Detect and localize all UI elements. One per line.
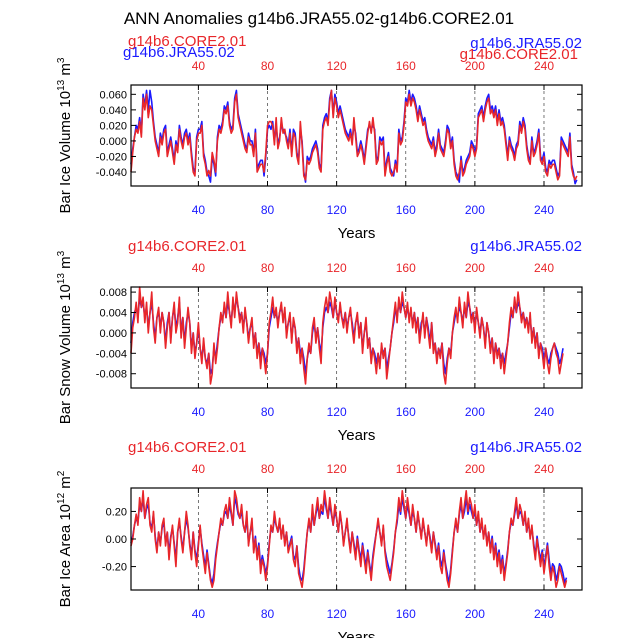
- x-tick-label-top: 80: [261, 462, 275, 476]
- x-tick-label-top: 240: [534, 261, 554, 275]
- y-tick-label: 0.004: [99, 308, 127, 320]
- x-tick-label-top: 40: [192, 261, 206, 275]
- legend-label-core2: g14b6.CORE2.01: [128, 33, 246, 50]
- legend-label-jra55: g14b6.JRA55.02: [470, 35, 582, 52]
- x-tick-label-bottom: 80: [261, 203, 275, 217]
- x-tick-label-bottom: 160: [396, 203, 416, 217]
- y-tick-label: 0.000: [99, 136, 127, 148]
- x-tick-label-bottom: 40: [192, 405, 206, 419]
- chart-panel-snow-volume: -0.008 -0.004 0.000 0.004 0.008 40 80 120 160 200…: [56, 238, 583, 444]
- y-tick-label: 0.060: [99, 89, 127, 101]
- y-axis-title-exponent: 12: [56, 492, 67, 504]
- x-tick-label-top: 200: [465, 59, 485, 73]
- series-line-core2: [130, 89, 578, 181]
- x-tick-label-top: 160: [396, 261, 416, 275]
- y-axis-title-exponent: 3: [56, 250, 67, 256]
- x-tick-label-bottom: 120: [327, 405, 347, 419]
- x-tick-label-bottom: 40: [192, 203, 206, 217]
- x-tick-label-top: 240: [534, 59, 554, 73]
- plot-frame: [130, 286, 583, 389]
- legend-label-core2: g14b6.CORE2.01: [128, 439, 246, 456]
- y-tick-label: -0.020: [96, 151, 127, 163]
- x-tick-label-bottom: 120: [327, 607, 347, 621]
- y-tick-label: 0.00: [106, 534, 127, 546]
- x-tick-label-bottom: 240: [534, 405, 554, 419]
- y-axis-title-text: Bar Snow Volume 10: [57, 284, 74, 424]
- x-axis-title: Years: [338, 629, 376, 638]
- y-axis-title: Bar Ice Area 1012 m2: [56, 470, 74, 607]
- y-tick-label: -0.004: [96, 348, 127, 360]
- y-axis-title-exponent: 2: [56, 470, 67, 476]
- x-axis-title: Years: [338, 427, 376, 444]
- y-tick-label: 0.20: [106, 506, 127, 518]
- x-axis-title: Years: [338, 225, 376, 242]
- x-tick-label-bottom: 240: [534, 607, 554, 621]
- x-tick-label-top: 200: [465, 462, 485, 476]
- y-tick-label: -0.20: [102, 562, 127, 574]
- x-tick-label-bottom: 200: [465, 607, 485, 621]
- x-tick-label-top: 120: [327, 261, 347, 275]
- y-tick-label: 0.000: [99, 328, 127, 340]
- chart-panel-ice-volume: -0.040 -0.020 0.000 0.020 0.040 0.060 40 80 120 1…: [56, 33, 583, 242]
- legend-label-core2: g14b6.CORE2.01: [128, 238, 246, 255]
- x-tick-label-top: 80: [261, 261, 275, 275]
- x-tick-label-top: 200: [465, 261, 485, 275]
- y-tick-label: -0.040: [96, 167, 127, 179]
- x-tick-label-bottom: 240: [534, 203, 554, 217]
- y-tick-label: 0.020: [99, 120, 127, 132]
- y-tick-label: 0.040: [99, 105, 127, 117]
- x-tick-label-bottom: 160: [396, 405, 416, 419]
- x-tick-label-top: 160: [396, 462, 416, 476]
- chart-panel-ice-area: -0.20 0.00 0.20 40 80 120 160 200 240 40 80 120 160 2…: [56, 439, 583, 638]
- x-tick-label-top: 120: [327, 462, 347, 476]
- plot-frame: [130, 84, 583, 187]
- x-tick-label-bottom: 80: [261, 405, 275, 419]
- y-axis-title-text: Bar Ice Area 10: [57, 504, 74, 607]
- x-tick-label-top: 120: [327, 59, 347, 73]
- y-axis-title-text: m: [57, 476, 74, 493]
- x-tick-label-bottom: 40: [192, 607, 206, 621]
- x-tick-label-bottom: 120: [327, 203, 347, 217]
- y-axis-title: Bar Ice Volume 1013 m3: [56, 57, 74, 213]
- x-tick-label-bottom: 160: [396, 607, 416, 621]
- series-line-core2: [130, 489, 568, 589]
- legend-label-jra55: g14b6.JRA55.02: [470, 439, 582, 456]
- x-tick-label-top: 40: [192, 462, 206, 476]
- y-axis-title-exponent: 13: [56, 79, 67, 91]
- y-axis-title-text: m: [57, 63, 74, 80]
- figure-title: ANN Anomalies g14b6.JRA55.02-g14b6.CORE2…: [124, 9, 514, 28]
- series-line-core2: [130, 286, 564, 385]
- y-axis-title-text: Bar Ice Volume 10: [57, 91, 74, 214]
- y-axis-title-exponent: 3: [56, 57, 67, 63]
- x-tick-label-top: 160: [396, 59, 416, 73]
- y-axis-title: Bar Snow Volume 1013 m3: [56, 250, 74, 424]
- y-axis-title-exponent: 13: [56, 273, 67, 285]
- y-axis-title-text: m: [57, 256, 74, 273]
- y-tick-label: -0.008: [96, 369, 127, 381]
- x-tick-label-bottom: 200: [465, 203, 485, 217]
- x-tick-label-bottom: 200: [465, 405, 485, 419]
- x-tick-label-top: 40: [192, 59, 206, 73]
- legend-label-jra55: g14b6.JRA55.02: [123, 44, 235, 61]
- legend-label-core2: g14b6.CORE2.01: [460, 46, 578, 63]
- legend-label-jra55: g14b6.JRA55.02: [470, 238, 582, 255]
- series-line-jra55: [130, 296, 564, 375]
- x-tick-label-bottom: 80: [261, 607, 275, 621]
- x-tick-label-top: 240: [534, 462, 554, 476]
- y-tick-label: 0.008: [99, 287, 127, 299]
- x-tick-label-top: 80: [261, 59, 275, 73]
